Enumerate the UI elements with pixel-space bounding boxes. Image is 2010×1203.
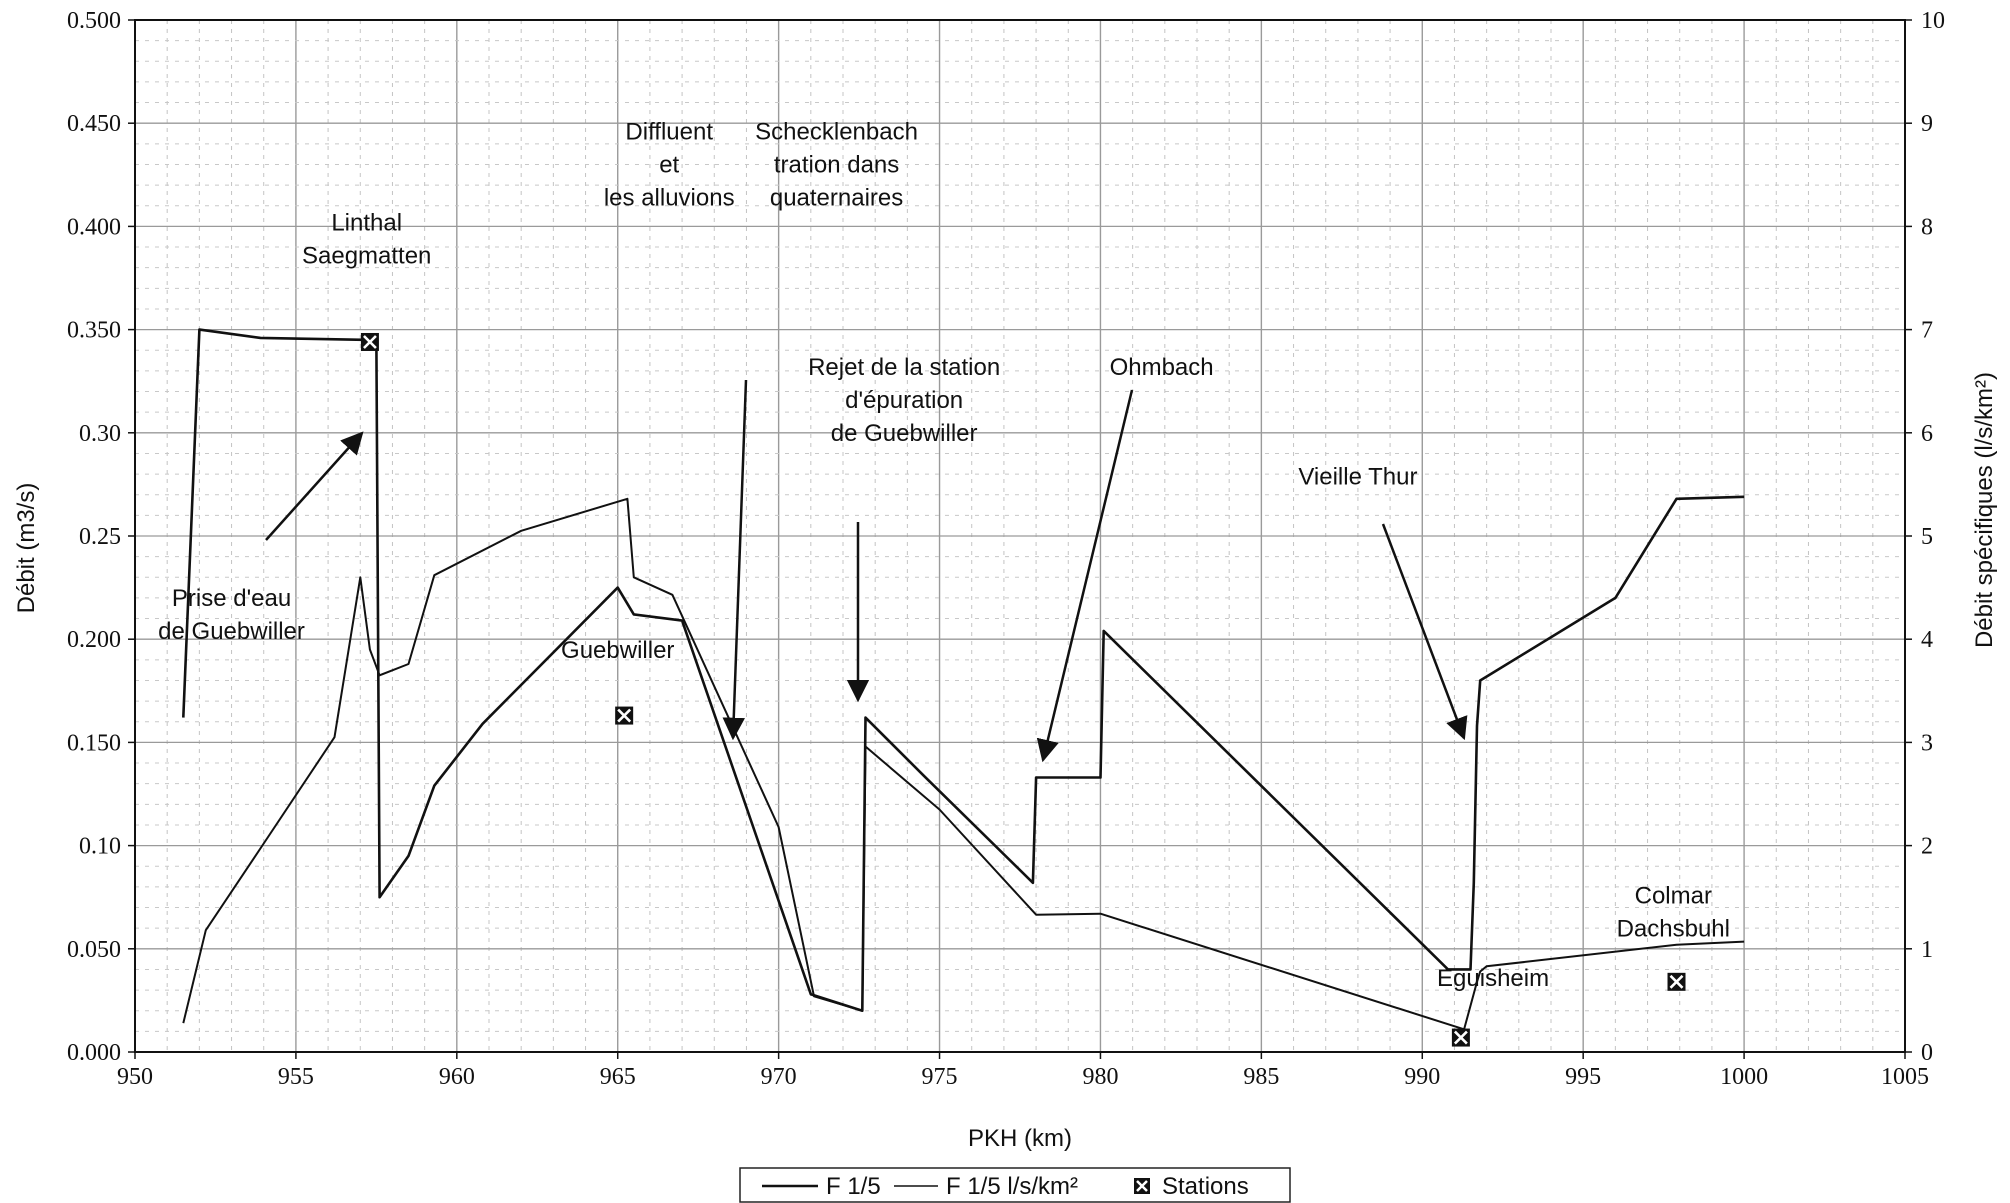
x-tick-label: 995 <box>1565 1064 1601 1090</box>
legend-label-stations: Stations <box>1162 1173 1249 1200</box>
x-tick-label: 970 <box>761 1064 797 1090</box>
x-tick-label: 1000 <box>1720 1064 1768 1090</box>
y2-axis-ticks: 0 1 2 3 4 5 6 7 8 9 10 <box>1905 8 1945 1066</box>
x-tick-label: 950 <box>117 1064 153 1090</box>
y2-tick-label: 8 <box>1921 214 1933 240</box>
x-axis-title: PKH (km) <box>968 1125 1072 1152</box>
annotation-arrow <box>1381 523 1468 741</box>
y-tick-label: 0.350 <box>67 318 121 344</box>
annotation-label: Ohmbach <box>1110 354 1214 381</box>
annotation-label: Schecklenbach tration dans quaternaires <box>755 119 918 212</box>
y-tick-label: 0.400 <box>67 214 121 240</box>
legend-label-f15-specific: F 1/5 l/s/km² <box>946 1173 1078 1200</box>
grid <box>134 19 1906 1053</box>
y2-tick-label: 10 <box>1921 8 1945 34</box>
annotation-label: Eguisheim <box>1437 965 1549 992</box>
series-layer <box>182 328 1745 1047</box>
y-axis-ticks: 0.000 0.050 0.10 0.150 0.200 0.25 0.30 0.350 0.4… <box>67 8 135 1066</box>
annotation-label: Rejet de la station d'épuration de Guebwil… <box>808 354 1000 447</box>
annotation-arrows <box>265 379 1468 763</box>
series-line-f15-specific <box>182 497 1745 1031</box>
x-tick-label: 960 <box>439 1064 475 1090</box>
y-tick-label: 0.000 <box>67 1040 121 1066</box>
y-tick-label: 0.500 <box>67 8 121 34</box>
legend: F 1/5 F 1/5 l/s/km² Stations <box>739 1167 1291 1203</box>
y-tick-label: 0.050 <box>67 937 121 963</box>
x-tick-label: 965 <box>600 1064 636 1090</box>
annotation-arrow <box>1036 389 1134 763</box>
y2-tick-label: 3 <box>1921 730 1933 756</box>
x-tick-label: 955 <box>278 1064 314 1090</box>
y-tick-label: 0.10 <box>79 834 121 860</box>
x-tick-label: 990 <box>1404 1064 1440 1090</box>
legend-swatch-stations <box>1134 1178 1150 1194</box>
y-tick-label: 0.25 <box>79 524 121 550</box>
y2-tick-label: 1 <box>1921 937 1933 963</box>
x-tick-label: 980 <box>1082 1064 1118 1090</box>
x-tick-label: 975 <box>922 1064 958 1090</box>
annotation-label: Guebwiller <box>561 637 674 664</box>
y2-tick-label: 5 <box>1921 524 1933 550</box>
station-marker <box>615 706 634 725</box>
annotation-arrow <box>722 379 748 741</box>
y2-tick-label: 4 <box>1921 627 1933 653</box>
x-axis-ticks: 950 955 960 965 970 975 980 985 990 995 1000 1005 <box>117 1052 1929 1090</box>
y-tick-label: 0.200 <box>67 627 121 653</box>
x-tick-label: 985 <box>1243 1064 1279 1090</box>
annotation-label: Diffluent et les alluvions <box>604 119 735 212</box>
y2-tick-label: 2 <box>1921 834 1933 860</box>
annotation-label: Prise d'eau de Guebwiller <box>158 585 305 645</box>
legend-box <box>739 1167 1291 1203</box>
y-tick-label: 0.450 <box>67 111 121 137</box>
legend-label-f15: F 1/5 <box>826 1173 881 1200</box>
y-tick-label: 0.30 <box>79 421 121 447</box>
y2-tick-label: 7 <box>1921 318 1933 344</box>
annotation-arrow <box>265 431 364 541</box>
y-axis-title: Débit (m3/s) <box>13 483 40 614</box>
station-marker <box>1451 1028 1470 1047</box>
annotations: Linthal Saegmatten Prise d'eau de Guebwille… <box>158 119 1730 992</box>
y-tick-label: 0.150 <box>67 730 121 756</box>
y2-tick-label: 9 <box>1921 111 1933 137</box>
annotation-label: Linthal Saegmatten <box>302 210 431 270</box>
annotation-label: Colmar Dachsbuhl <box>1617 882 1730 942</box>
x-tick-label: 1005 <box>1881 1064 1929 1090</box>
annotation-label: Vieille Thur <box>1298 463 1417 490</box>
station-marker <box>1667 972 1686 991</box>
y2-tick-label: 6 <box>1921 421 1933 447</box>
y2-axis-title: Débit spécifiques (l/s/km²) <box>1971 372 1998 648</box>
station-marker <box>360 332 379 351</box>
y2-tick-label: 0 <box>1921 1040 1933 1066</box>
